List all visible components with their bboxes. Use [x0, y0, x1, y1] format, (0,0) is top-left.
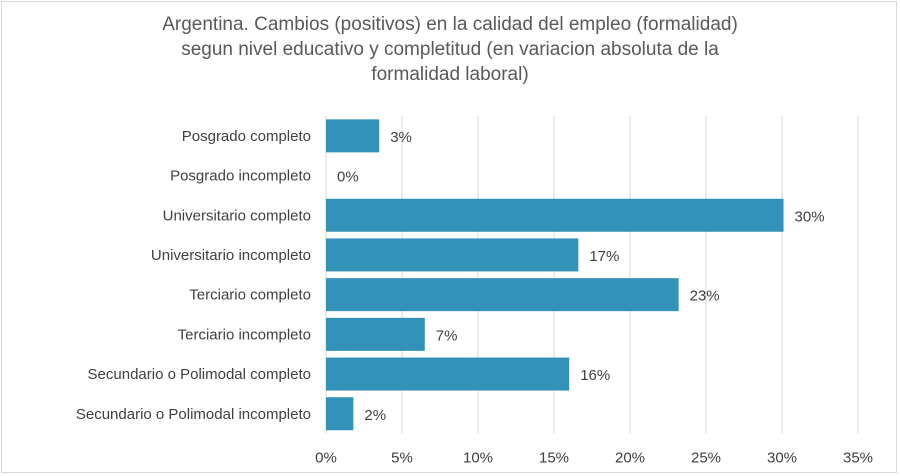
- bar: [326, 198, 784, 232]
- bar: [326, 119, 380, 153]
- data-label: 3%: [390, 129, 412, 146]
- x-tick-label: 5%: [391, 450, 413, 467]
- data-label: 0%: [337, 169, 359, 186]
- x-tick-label: 30%: [767, 450, 797, 467]
- x-tick-label: 10%: [463, 450, 493, 467]
- category-label: Terciario completo: [189, 287, 311, 304]
- data-label: 16%: [580, 367, 610, 384]
- category-label: Universitario completo: [163, 207, 311, 224]
- bar: [326, 317, 425, 351]
- title-line: formalidad laboral): [371, 64, 529, 85]
- x-tick-label: 20%: [615, 450, 645, 467]
- title-line: Argentina. Cambios (positivos) en la cal…: [162, 14, 738, 35]
- category-label: Posgrado completo: [182, 128, 311, 145]
- category-label: Secundario o Polimodal completo: [88, 366, 311, 383]
- data-label: 30%: [795, 208, 825, 225]
- x-tick-label: 25%: [691, 450, 721, 467]
- title-line: segun nivel educativo y completitud (en …: [181, 39, 719, 60]
- bar: [326, 357, 570, 391]
- data-label: 17%: [589, 248, 619, 265]
- x-tick-label: 15%: [539, 450, 569, 467]
- data-label: 2%: [364, 407, 386, 424]
- bar: [326, 278, 679, 312]
- data-label: 7%: [436, 327, 458, 344]
- x-tick-label: 0%: [315, 450, 337, 467]
- x-tick-label: 35%: [843, 450, 873, 467]
- category-label: Secundario o Polimodal incompleto: [76, 406, 311, 423]
- category-label: Universitario incompleto: [151, 247, 311, 264]
- bar: [326, 397, 354, 431]
- category-label: Terciario incompleto: [178, 326, 311, 343]
- chart-title: Argentina. Cambios (positivos) en la cal…: [0, 12, 900, 87]
- data-label: 23%: [690, 288, 720, 305]
- category-label: Posgrado incompleto: [170, 168, 311, 185]
- bar: [326, 238, 579, 272]
